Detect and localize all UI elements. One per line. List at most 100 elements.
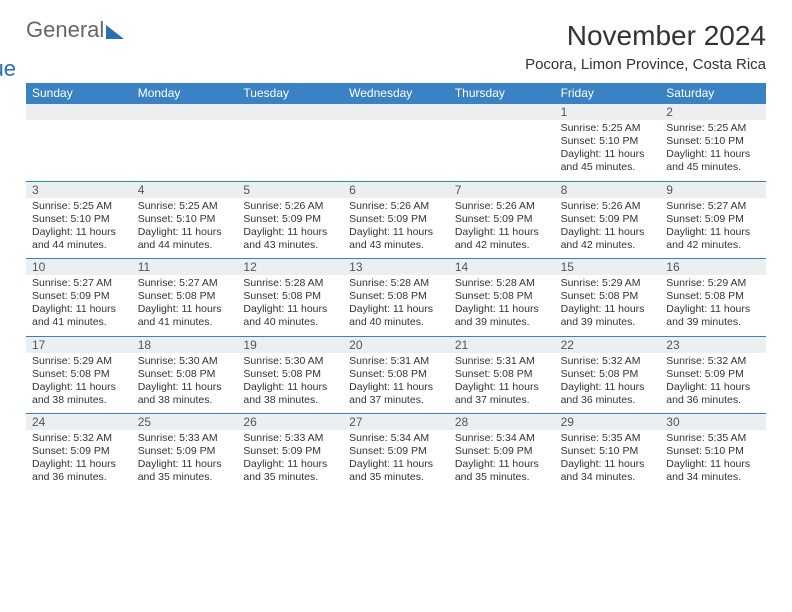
day-number: 6 [343,182,449,198]
day-number: 25 [132,414,238,430]
sunrise-text: Sunrise: 5:32 AM [561,355,655,368]
sunrise-text: Sunrise: 5:27 AM [666,200,760,213]
week-number-row: 17181920212223 [26,336,766,353]
header: General Blue November 2024 Pocora, Limon… [26,20,766,73]
day-number: 15 [555,259,661,275]
daylight-text: Daylight: 11 hours and 44 minutes. [32,226,126,252]
day-number: 14 [449,259,555,275]
sunrise-text: Sunrise: 5:25 AM [666,122,760,135]
day-cell: Sunrise: 5:26 AMSunset: 5:09 PMDaylight:… [449,198,555,259]
day-number: 5 [237,182,343,198]
sunrise-text: Sunrise: 5:27 AM [32,277,126,290]
day-cell: Sunrise: 5:25 AMSunset: 5:10 PMDaylight:… [555,120,661,181]
daylight-text: Daylight: 11 hours and 41 minutes. [32,303,126,329]
day-number: 24 [26,414,132,430]
day-cell: Sunrise: 5:34 AMSunset: 5:09 PMDaylight:… [343,430,449,491]
sunrise-text: Sunrise: 5:28 AM [349,277,443,290]
sunset-text: Sunset: 5:09 PM [243,445,337,458]
day-cell: Sunrise: 5:31 AMSunset: 5:08 PMDaylight:… [343,353,449,414]
daylight-text: Daylight: 11 hours and 39 minutes. [561,303,655,329]
sunset-text: Sunset: 5:09 PM [243,213,337,226]
sunrise-text: Sunrise: 5:30 AM [243,355,337,368]
daylight-text: Daylight: 11 hours and 45 minutes. [561,148,655,174]
day-cell [237,120,343,181]
day-number: 4 [132,182,238,198]
day-number [449,104,555,120]
day-cell [449,120,555,181]
daylight-text: Daylight: 11 hours and 39 minutes. [666,303,760,329]
sunset-text: Sunset: 5:08 PM [561,368,655,381]
day-cell: Sunrise: 5:27 AMSunset: 5:08 PMDaylight:… [132,275,238,336]
sunrise-text: Sunrise: 5:25 AM [561,122,655,135]
sunset-text: Sunset: 5:10 PM [32,213,126,226]
daylight-text: Daylight: 11 hours and 39 minutes. [455,303,549,329]
sunrise-text: Sunrise: 5:32 AM [666,355,760,368]
day-cell: Sunrise: 5:35 AMSunset: 5:10 PMDaylight:… [555,430,661,491]
sunset-text: Sunset: 5:08 PM [455,368,549,381]
daylight-text: Daylight: 11 hours and 34 minutes. [561,458,655,484]
day-cell: Sunrise: 5:29 AMSunset: 5:08 PMDaylight:… [660,275,766,336]
day-number [132,104,238,120]
sunset-text: Sunset: 5:09 PM [32,290,126,303]
daylight-text: Daylight: 11 hours and 40 minutes. [243,303,337,329]
daylight-text: Daylight: 11 hours and 35 minutes. [243,458,337,484]
day-number [343,104,449,120]
day-number: 21 [449,337,555,353]
sunset-text: Sunset: 5:09 PM [455,213,549,226]
day-cell: Sunrise: 5:29 AMSunset: 5:08 PMDaylight:… [555,275,661,336]
day-number: 23 [660,337,766,353]
day-cell: Sunrise: 5:25 AMSunset: 5:10 PMDaylight:… [660,120,766,181]
day-number: 20 [343,337,449,353]
day-cell: Sunrise: 5:32 AMSunset: 5:09 PMDaylight:… [26,430,132,491]
day-cell: Sunrise: 5:32 AMSunset: 5:09 PMDaylight:… [660,353,766,414]
sunrise-text: Sunrise: 5:29 AM [561,277,655,290]
brand-triangle-icon [106,25,124,39]
sunrise-text: Sunrise: 5:26 AM [243,200,337,213]
day-number: 11 [132,259,238,275]
daylight-text: Daylight: 11 hours and 44 minutes. [138,226,232,252]
sunset-text: Sunset: 5:08 PM [561,290,655,303]
sunset-text: Sunset: 5:08 PM [349,290,443,303]
sunset-text: Sunset: 5:08 PM [455,290,549,303]
dow-thursday: Thursday [449,83,555,103]
sunset-text: Sunset: 5:10 PM [666,445,760,458]
daylight-text: Daylight: 11 hours and 38 minutes. [32,381,126,407]
day-number: 16 [660,259,766,275]
sunset-text: Sunset: 5:08 PM [243,290,337,303]
sunset-text: Sunset: 5:10 PM [138,213,232,226]
daylight-text: Daylight: 11 hours and 36 minutes. [666,381,760,407]
sunset-text: Sunset: 5:09 PM [349,213,443,226]
dow-monday: Monday [132,83,238,103]
week-content-row: Sunrise: 5:25 AMSunset: 5:10 PMDaylight:… [26,198,766,259]
day-number: 1 [555,104,661,120]
day-number: 30 [660,414,766,430]
day-number [237,104,343,120]
day-cell: Sunrise: 5:31 AMSunset: 5:08 PMDaylight:… [449,353,555,414]
daylight-text: Daylight: 11 hours and 35 minutes. [349,458,443,484]
daylight-text: Daylight: 11 hours and 36 minutes. [32,458,126,484]
day-number: 29 [555,414,661,430]
sunrise-text: Sunrise: 5:31 AM [349,355,443,368]
dow-saturday: Saturday [660,83,766,103]
day-cell: Sunrise: 5:33 AMSunset: 5:09 PMDaylight:… [237,430,343,491]
sunset-text: Sunset: 5:09 PM [32,445,126,458]
week-number-row: 10111213141516 [26,258,766,275]
brand-text: General Blue [26,20,124,62]
day-cell: Sunrise: 5:30 AMSunset: 5:08 PMDaylight:… [237,353,343,414]
location-text: Pocora, Limon Province, Costa Rica [525,56,766,73]
day-cell: Sunrise: 5:34 AMSunset: 5:09 PMDaylight:… [449,430,555,491]
day-number: 18 [132,337,238,353]
day-number: 3 [26,182,132,198]
week-content-row: Sunrise: 5:27 AMSunset: 5:09 PMDaylight:… [26,275,766,336]
day-cell [343,120,449,181]
day-cell: Sunrise: 5:28 AMSunset: 5:08 PMDaylight:… [449,275,555,336]
day-number: 2 [660,104,766,120]
day-number: 19 [237,337,343,353]
daylight-text: Daylight: 11 hours and 43 minutes. [243,226,337,252]
sunset-text: Sunset: 5:08 PM [138,290,232,303]
daylight-text: Daylight: 11 hours and 38 minutes. [138,381,232,407]
calendar-page: General Blue November 2024 Pocora, Limon… [0,0,792,491]
day-cell: Sunrise: 5:26 AMSunset: 5:09 PMDaylight:… [555,198,661,259]
day-cell: Sunrise: 5:35 AMSunset: 5:10 PMDaylight:… [660,430,766,491]
sunrise-text: Sunrise: 5:27 AM [138,277,232,290]
